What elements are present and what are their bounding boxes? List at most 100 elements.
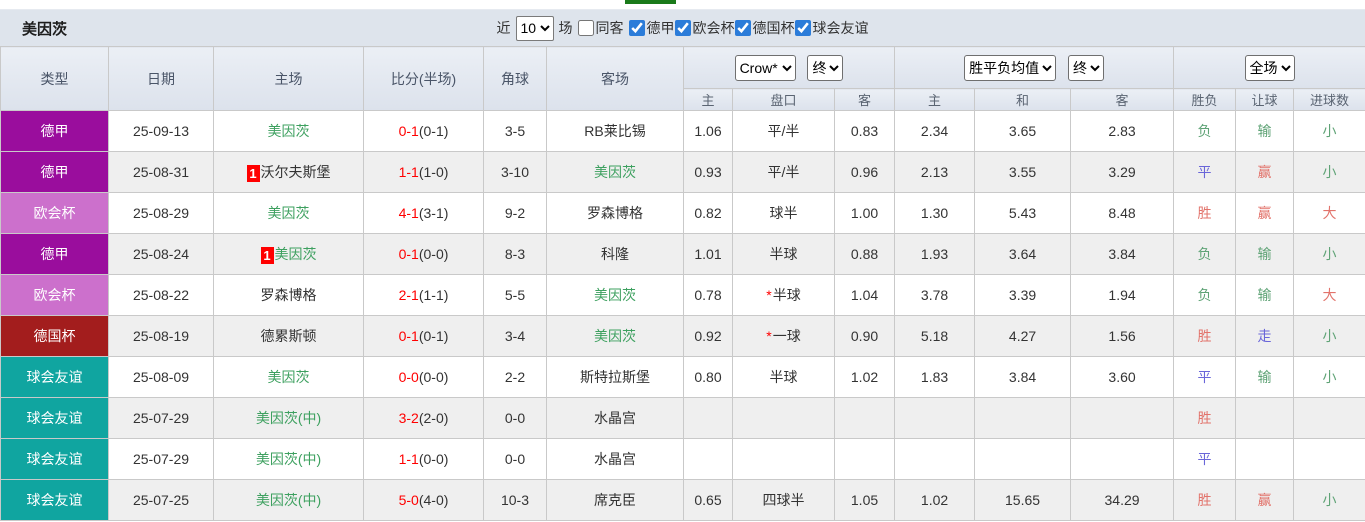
odds-away: 0.88 (833, 233, 896, 275)
odds-time-select[interactable]: 终 (807, 54, 844, 81)
odds-home: 0.78 (683, 274, 733, 316)
col-header-handicap-result: 让球 (1235, 88, 1295, 111)
mean-away: 3.84 (1070, 233, 1175, 275)
fulltime-score: 0-1 (398, 328, 419, 344)
page-title: 美因茨 (22, 20, 68, 38)
odds-source-select[interactable]: Crow* (734, 54, 796, 81)
mean-source-select[interactable]: 胜平负均值 (964, 54, 1057, 81)
home-team-name: 美因茨 (267, 369, 310, 385)
handicap-text: 平/半 (767, 123, 800, 139)
matches-table: 类型 日期 主场 比分(半场) 角球 客场 Crow* 终 胜平负均值 终 全场… (0, 46, 1365, 521)
competition-badge: 德国杯 (0, 315, 109, 357)
same-away-checkbox[interactable] (577, 20, 594, 36)
match-date: 25-08-24 (108, 233, 214, 275)
fulltime-score: 0-0 (398, 369, 419, 385)
league-checkbox[interactable] (794, 20, 811, 36)
competition-badge: 球会友谊 (0, 438, 109, 480)
result-cell: 平 (1173, 151, 1237, 193)
active-tab-indicator (625, 0, 676, 4)
score-cell: 0-1(0-1) (363, 110, 484, 152)
match-date: 25-07-25 (108, 479, 214, 521)
league-checkbox[interactable] (628, 20, 645, 36)
odds-handicap: *一球 (732, 315, 835, 357)
same-away-option[interactable]: 同客 (577, 18, 624, 38)
mean-draw: 3.39 (974, 274, 1072, 316)
league-label: 欧会杯 (692, 20, 735, 36)
away-team-cell: 斯特拉斯堡 (546, 356, 684, 398)
odds-handicap (732, 438, 835, 480)
odds-home (683, 438, 733, 480)
league-label: 德甲 (646, 20, 675, 36)
odds-home: 0.92 (683, 315, 733, 357)
mean-draw: 15.65 (974, 479, 1072, 521)
home-team-cell: 罗森博格 (213, 274, 364, 316)
scope-select[interactable]: 全场 (1244, 54, 1295, 81)
fulltime-score: 1-1 (398, 164, 419, 180)
handicap-result-cell: 输 (1235, 233, 1295, 275)
home-team-name: 美因茨 (267, 123, 310, 139)
odds-handicap: 平/半 (732, 151, 835, 193)
league-checkbox[interactable] (734, 20, 751, 36)
fulltime-score: 2-1 (398, 287, 419, 303)
odds-away: 1.00 (833, 192, 896, 234)
result-cell: 负 (1173, 233, 1237, 275)
corners-cell: 3-5 (483, 110, 547, 152)
away-team-cell: 美因茨 (546, 151, 684, 193)
col-header-mean-away: 客 (1070, 88, 1175, 111)
home-team-name: 美因茨 (267, 205, 310, 221)
match-row: 德甲 25-09-13 美因茨 0-1(0-1) 3-5 RB莱比锡 1.06 平/半 0.83… (0, 110, 1365, 152)
scope-group-header: 全场 (1173, 46, 1365, 89)
league-option[interactable]: 德甲 (628, 18, 675, 38)
odds-away: 0.96 (833, 151, 896, 193)
handicap-result-cell (1235, 397, 1295, 439)
col-header-odds-handicap: 盘口 (732, 88, 835, 111)
mean-away: 3.29 (1070, 151, 1175, 193)
halftime-score: (4-0) (418, 492, 449, 508)
match-row: 球会友谊 25-07-25 美因茨(中) 5-0(4-0) 10-3 席克臣 0.65 四球半… (0, 479, 1365, 521)
home-team-name: 美因茨(中) (255, 451, 322, 467)
result-cell: 胜 (1173, 397, 1237, 439)
mean-time-select[interactable]: 终 (1067, 54, 1104, 81)
home-team-name: 德累斯顿 (260, 328, 317, 344)
odds-handicap: *半球 (732, 274, 835, 316)
match-row: 德甲 25-08-31 1 沃尔夫斯堡 1-1(1-0) 3-10 美因茨 0.93 平/半 0.… (0, 151, 1365, 193)
league-option[interactable]: 球会友谊 (794, 18, 869, 38)
matches-count-select[interactable]: 10 (515, 15, 554, 41)
near-label: 近 (496, 20, 511, 36)
league-label: 德国杯 (752, 20, 795, 36)
score-cell: 1-1(1-0) (363, 151, 484, 193)
away-team-cell: 罗森博格 (546, 192, 684, 234)
mean-away: 34.29 (1070, 479, 1175, 521)
score-cell: 2-1(1-1) (363, 274, 484, 316)
goals-result-cell: 小 (1293, 315, 1365, 357)
col-header-odds-away: 客 (833, 88, 896, 111)
handicap-text: 平/半 (767, 164, 800, 180)
match-date: 25-08-09 (108, 356, 214, 398)
goals-result-cell: 小 (1293, 151, 1365, 193)
goals-result-cell (1293, 397, 1365, 439)
competition-badge: 德甲 (0, 151, 109, 193)
mean-away: 3.60 (1070, 356, 1175, 398)
league-option[interactable]: 德国杯 (734, 18, 795, 38)
score-cell: 0-1(0-0) (363, 233, 484, 275)
competition-badge: 欧会杯 (0, 192, 109, 234)
odds-handicap: 半球 (732, 233, 835, 275)
mean-home: 1.30 (894, 192, 976, 234)
handicap-result-cell: 输 (1235, 274, 1295, 316)
mean-draw (974, 397, 1072, 439)
league-option[interactable]: 欧会杯 (674, 18, 735, 38)
league-checkbox[interactable] (674, 20, 691, 36)
result-cell: 胜 (1173, 315, 1237, 357)
odds-home: 0.93 (683, 151, 733, 193)
home-team-cell: 美因茨 (213, 110, 364, 152)
fulltime-score: 0-1 (398, 246, 419, 262)
handicap-text: 半球 (772, 287, 801, 303)
odds-home: 1.06 (683, 110, 733, 152)
competition-badge: 球会友谊 (0, 397, 109, 439)
match-row: 球会友谊 25-07-29 美因茨(中) 1-1(0-0) 0-0 水晶宫平 (0, 438, 1365, 480)
same-away-label: 同客 (595, 20, 624, 36)
mean-home: 2.13 (894, 151, 976, 193)
mean-home: 2.34 (894, 110, 976, 152)
competition-badge: 球会友谊 (0, 479, 109, 521)
competition-badge: 球会友谊 (0, 356, 109, 398)
